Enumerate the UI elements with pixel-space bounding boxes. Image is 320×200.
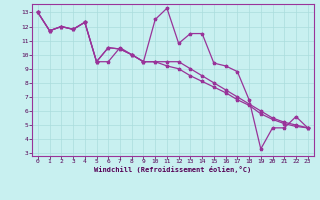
X-axis label: Windchill (Refroidissement éolien,°C): Windchill (Refroidissement éolien,°C)	[94, 166, 252, 173]
